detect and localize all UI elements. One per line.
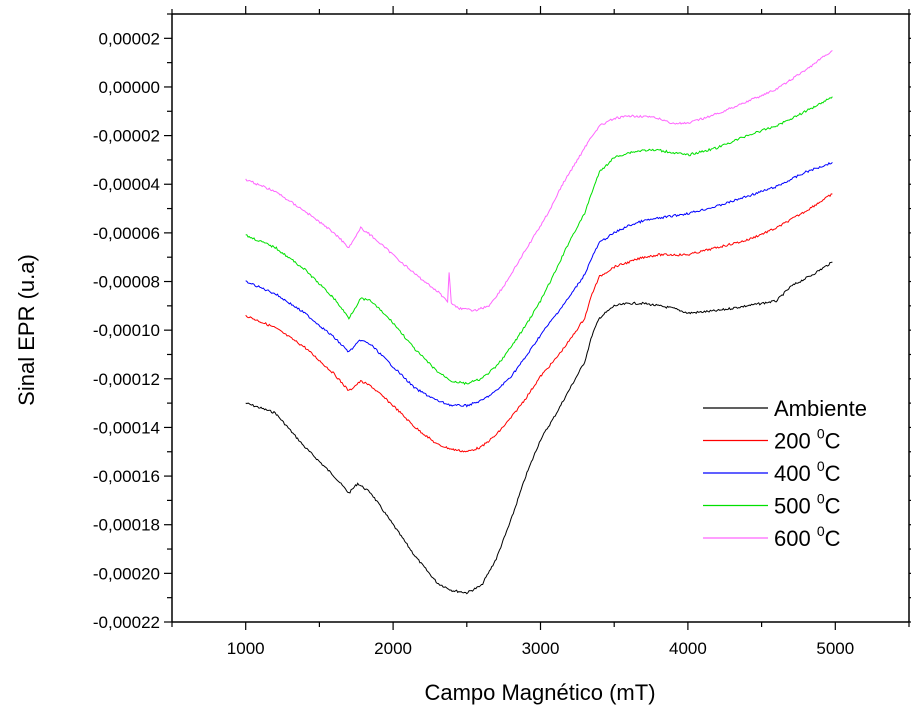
series-line-2 xyxy=(245,161,833,408)
x-axis: 1000 2000 3000 4000 5000 xyxy=(171,6,910,658)
x-tick-label: 4000 xyxy=(669,639,707,658)
legend-label-3: 500 0C xyxy=(774,491,841,519)
legend: Ambiente 200 0C 400 0C 500 0C 600 0C xyxy=(703,396,867,551)
legend-label-4: 600 0C xyxy=(774,523,841,551)
series-line-4 xyxy=(245,50,833,312)
series-line-3 xyxy=(245,96,833,386)
y-tick-label: 0,00000 xyxy=(99,78,160,97)
y-tick-label: -0,00016 xyxy=(93,467,160,486)
x-tick-label: 3000 xyxy=(522,639,560,658)
x-tick-label: 1000 xyxy=(227,639,265,658)
series-group xyxy=(245,50,833,595)
y-axis-title: Sinal EPR (u.a) xyxy=(14,254,39,406)
legend-label-2: 400 0C xyxy=(774,458,841,486)
y-tick-label: -0,00008 xyxy=(93,273,160,292)
y-tick-label: -0,00020 xyxy=(93,564,160,583)
y-tick-label: -0,00006 xyxy=(93,224,160,243)
y-tick-label: -0,00022 xyxy=(93,613,160,632)
x-tick-label: 5000 xyxy=(816,639,854,658)
series-line-0 xyxy=(245,261,833,595)
y-tick-label: -0,00002 xyxy=(93,127,160,146)
y-tick-label: -0,00004 xyxy=(93,175,160,194)
x-tick-label: 2000 xyxy=(374,639,412,658)
y-tick-label: -0,00018 xyxy=(93,516,160,535)
legend-label-1: 200 0C xyxy=(774,426,841,454)
y-axis: 0,00002 0,00000 -0,00002 -0,00004 -0,00006 -0… xyxy=(93,13,911,632)
x-axis-title: Campo Magnético (mT) xyxy=(424,680,655,705)
legend-label-0: Ambiente xyxy=(774,396,867,421)
y-tick-label: -0,00010 xyxy=(93,321,160,340)
y-tick-label: 0,00002 xyxy=(99,29,160,48)
y-tick-label: -0,00012 xyxy=(93,370,160,389)
series-line-1 xyxy=(245,193,833,453)
y-tick-label: -0,00014 xyxy=(93,418,160,437)
